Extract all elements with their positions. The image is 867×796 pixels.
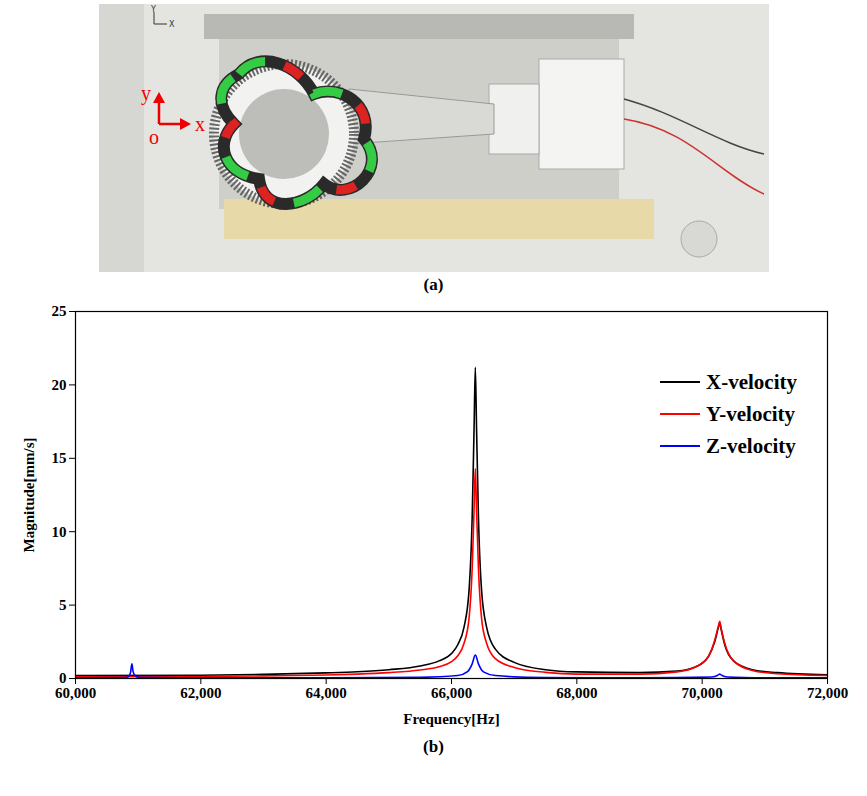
svg-text:Y: Y bbox=[150, 5, 156, 14]
svg-text:Frequency[Hz]: Frequency[Hz] bbox=[403, 711, 499, 727]
svg-text:x: x bbox=[195, 113, 205, 135]
html-text:Z-velocity: Z-velocity bbox=[706, 433, 796, 458]
svg-text:64,000: 64,000 bbox=[306, 685, 347, 701]
svg-text:Magnitude[mm/s]: Magnitude[mm/s] bbox=[21, 438, 37, 553]
svg-text:60,000: 60,000 bbox=[55, 685, 96, 701]
svg-text:70,000: 70,000 bbox=[682, 685, 723, 701]
html-text:(a): (a) bbox=[423, 275, 444, 294]
svg-text:72,000: 72,000 bbox=[807, 685, 848, 701]
svg-text:o: o bbox=[149, 126, 159, 148]
svg-text:68,000: 68,000 bbox=[556, 685, 597, 701]
svg-text:5: 5 bbox=[59, 597, 67, 613]
svg-text:0: 0 bbox=[59, 670, 67, 686]
svg-text:66,000: 66,000 bbox=[431, 685, 472, 701]
svg-text:10: 10 bbox=[52, 524, 67, 540]
svg-text:X: X bbox=[169, 20, 175, 29]
svg-text:25: 25 bbox=[52, 303, 67, 319]
svg-text:62,000: 62,000 bbox=[180, 685, 221, 701]
html-text:(b): (b) bbox=[423, 737, 444, 756]
html-text:X-velocity: X-velocity bbox=[706, 369, 797, 394]
svg-text:20: 20 bbox=[52, 377, 67, 393]
html-text:Y-velocity: Y-velocity bbox=[706, 401, 796, 426]
svg-text:y: y bbox=[141, 82, 151, 105]
svg-text:15: 15 bbox=[52, 450, 67, 466]
